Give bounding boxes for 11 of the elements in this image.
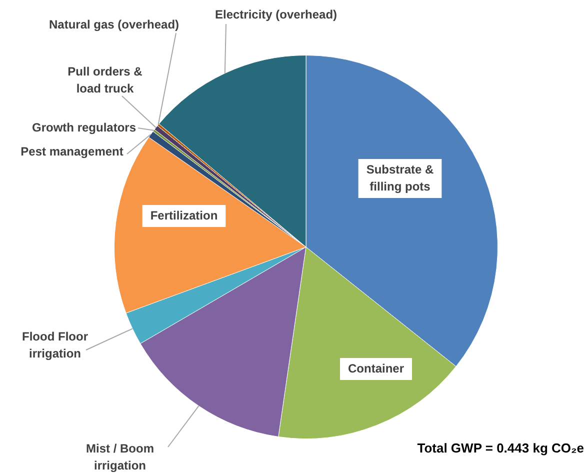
slice-label: Pest management [20,144,124,158]
slice-label: Electricity (overhead) [214,7,338,22]
slice-label: Natural gas (overhead) [48,17,180,32]
slice-label: Container [348,361,404,376]
slice-label: Mist / Boom irrigation [86,441,154,472]
slice-label: Growth regulators [32,120,136,134]
slice-label: Substrate & filling pots [366,162,434,194]
text: Total GWP = 0.443 kg CO₂e [417,440,584,456]
slice-label: Fertilization [150,208,218,222]
slice-label: Flood Floor irrigation [22,329,88,360]
slice-label: Pull orders & load truck [68,64,143,96]
